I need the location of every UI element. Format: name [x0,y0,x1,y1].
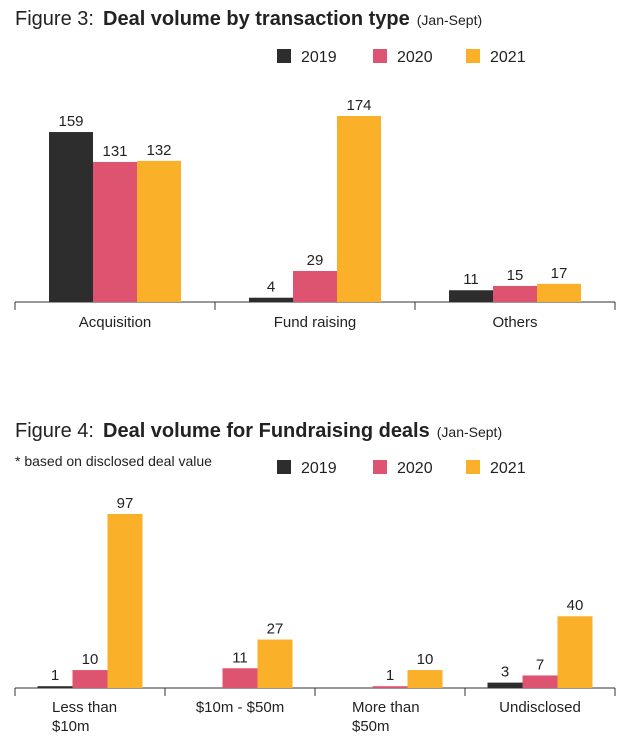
legend-swatch [373,460,387,474]
legend-swatch [466,49,480,63]
value-label: 131 [102,143,127,160]
value-label: 11 [232,649,248,666]
bar [372,686,408,688]
bar [449,290,493,302]
bar [487,682,523,688]
legend-swatch [466,460,480,474]
x-tick-label: Undisclosed [499,699,581,716]
bar [249,297,293,302]
x-tick-label: Fund raising [274,314,357,331]
x-tick-label: Others [492,314,537,331]
bar [493,285,537,302]
legend-swatch [277,460,291,474]
bar [257,639,293,688]
bar [222,668,258,688]
x-tick-label: More than $50m [352,699,420,735]
bar [337,116,381,302]
legend-label: 2019 [301,460,337,477]
period: (Jan-Sept) [417,12,482,28]
legend-label: 2020 [397,460,433,477]
value-label: 11 [463,271,479,288]
figure-label: Figure 3: [15,8,94,30]
legend-label: 2019 [301,49,337,66]
bar [37,686,73,688]
note: * based on disclosed deal value [15,453,212,469]
bar [557,616,593,688]
value-label: 17 [551,265,568,282]
value-label: 7 [536,656,544,673]
value-label: 132 [146,142,171,159]
x-tick-label: $10m - $50m [196,699,284,716]
bar [72,670,108,688]
chart-title: Deal volume for Fundraising deals [103,420,430,442]
period: (Jan-Sept) [437,424,502,440]
value-label: 15 [507,267,524,284]
value-label: 27 [267,621,284,638]
bar [107,514,143,688]
value-label: 97 [117,495,134,512]
chart-title: Deal volume by transaction type [103,8,410,30]
x-tick-label: Less than $10m [52,699,117,735]
value-label: 4 [267,279,275,296]
value-label: 40 [567,597,584,614]
value-label: 1 [386,667,394,684]
bar [49,132,93,302]
figure-label: Figure 4: [15,420,94,442]
bar [537,283,581,302]
value-label: 29 [307,252,324,269]
value-label: 10 [82,651,99,668]
bar [522,675,558,688]
value-label: 3 [501,664,509,681]
bar [407,670,443,688]
legend-label: 2021 [490,49,526,66]
value-label: 174 [346,97,371,114]
bar [137,160,181,302]
x-tick-label: Acquisition [79,314,152,331]
bar [293,271,337,302]
value-label: 1 [51,667,59,684]
value-label: 159 [58,113,83,130]
value-label: 10 [417,651,434,668]
legend-swatch [277,49,291,63]
bar [93,161,137,302]
legend-swatch [373,49,387,63]
legend-label: 2020 [397,49,433,66]
legend-label: 2021 [490,460,526,477]
